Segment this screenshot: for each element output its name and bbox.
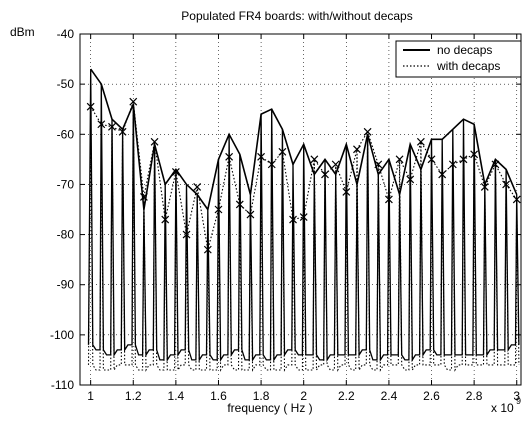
with-decaps-point <box>86 102 95 111</box>
y-tick-label: -90 <box>57 278 75 292</box>
legend-label-with-decaps: with decaps <box>436 59 500 73</box>
with-decaps-point <box>299 213 308 221</box>
with-decaps-point <box>502 180 511 189</box>
y-tick-label: -60 <box>57 127 75 141</box>
with-decaps-point <box>353 145 361 154</box>
axis-ticks: 1 1.2 1.4 1.6 1.8 2 2.2 2.4 2.6 2.8 3 -40 -50 -60 -70 -… <box>50 27 521 403</box>
plot-frame <box>79 33 522 386</box>
with-decaps-point <box>374 160 383 169</box>
x-tick-label: 1.8 <box>253 389 270 403</box>
with-decaps-point <box>289 215 297 224</box>
with-decaps-point <box>406 175 415 184</box>
with-decaps-point <box>235 200 244 209</box>
plot-series <box>86 68 521 372</box>
with-decaps-point <box>97 120 106 129</box>
y-tick-label: -70 <box>57 177 75 191</box>
with-decaps-point <box>321 170 329 179</box>
x-multiplier-base: x 10 <box>491 401 514 415</box>
x-tick-label: 2.6 <box>423 389 440 403</box>
with-decaps-point <box>257 152 266 161</box>
with-decaps-point <box>193 183 202 191</box>
x-tick-label: 1.4 <box>168 389 185 403</box>
x-multiplier: x 10 9 <box>491 396 521 415</box>
y-tick-label: -100 <box>50 328 74 342</box>
legend-box <box>395 40 522 78</box>
with-decaps-point <box>118 127 127 136</box>
with-decaps-point <box>129 97 138 106</box>
series-no-decaps-envelope <box>90 68 518 212</box>
with-decaps-point <box>225 152 234 161</box>
with-decaps-point <box>108 122 116 131</box>
with-decaps-point <box>310 155 319 164</box>
with-decaps-point <box>438 170 447 179</box>
with-decaps-point <box>384 195 393 204</box>
y-tick-label: -110 <box>51 378 74 392</box>
with-decaps-point <box>161 215 170 224</box>
x-tick-label: 1 <box>87 389 94 403</box>
series-with-decaps-line <box>87 101 520 372</box>
y-tick-label: -80 <box>57 228 75 242</box>
x-tick-label: 2 <box>300 389 307 403</box>
y-tick-label: -40 <box>57 27 75 41</box>
with-decaps-point <box>395 155 404 164</box>
grid <box>80 33 521 386</box>
x-tick-label: 2.8 <box>466 389 483 403</box>
with-decaps-point <box>427 155 436 164</box>
legend: no decaps with decaps <box>395 40 522 78</box>
with-decaps-point <box>470 150 479 159</box>
with-decaps-point <box>491 160 500 169</box>
with-decaps-point <box>363 127 372 136</box>
with-decaps-point <box>267 160 276 169</box>
x-tick-label: 1.2 <box>125 389 142 403</box>
with-decaps-point <box>331 160 340 169</box>
x-tick-label: 2.4 <box>381 389 398 403</box>
with-decaps-point <box>203 245 212 254</box>
x-multiplier-exponent: 9 <box>516 396 521 406</box>
with-decaps-point <box>459 155 468 164</box>
x-axis-label: frequency ( Hz ) <box>227 401 312 415</box>
with-decaps-point <box>480 183 489 191</box>
with-decaps-point <box>342 188 351 196</box>
y-axis-label: dBm <box>10 25 35 39</box>
with-decaps-point <box>139 193 148 201</box>
with-decaps-point <box>150 137 159 146</box>
chart-title: Populated FR4 boards: with/without decap… <box>181 9 412 23</box>
x-tick-label: 1.6 <box>210 389 227 403</box>
with-decaps-point <box>278 147 287 156</box>
y-tick-label: -50 <box>57 77 75 91</box>
legend-label-no-decaps: no decaps <box>437 43 492 57</box>
with-decaps-point <box>416 137 425 146</box>
with-decaps-point <box>512 195 521 204</box>
with-decaps-point <box>246 210 255 219</box>
with-decaps-point <box>448 160 457 169</box>
x-tick-label: 2.2 <box>338 389 355 403</box>
with-decaps-point <box>214 205 223 214</box>
with-decaps-point <box>182 230 191 239</box>
x-tick-label: 3 <box>513 389 520 403</box>
with-decaps-point <box>171 167 180 176</box>
